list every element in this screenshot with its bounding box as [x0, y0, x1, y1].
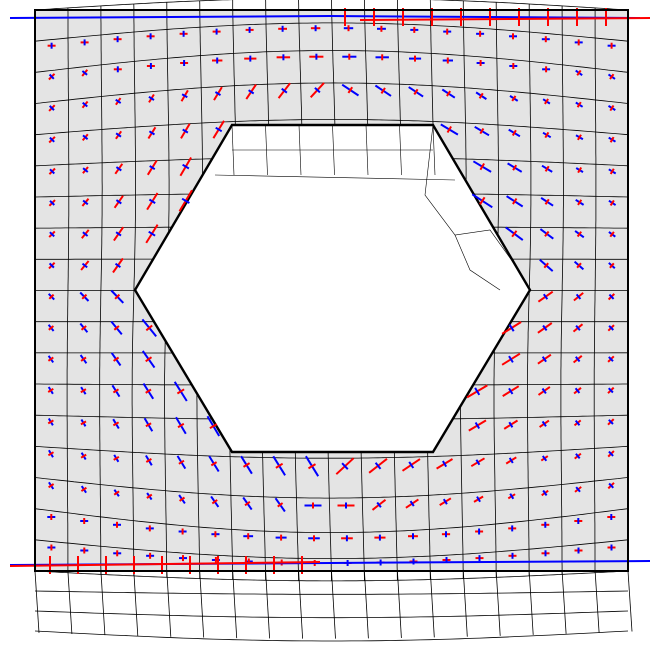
- mesh-line-lower: [167, 571, 171, 637]
- mesh-line-lower: [430, 571, 434, 637]
- mesh-line-lower: [35, 591, 628, 594]
- mesh-line-lower: [35, 571, 39, 633]
- mesh-line-lower: [200, 571, 204, 638]
- mesh-line-lower: [101, 571, 105, 635]
- mesh-line-lower: [134, 571, 138, 636]
- mesh-line-lower: [233, 571, 237, 638]
- mesh-line-lower: [35, 611, 628, 618]
- mesh-line-lower: [35, 631, 628, 641]
- mesh-line-lower: [496, 571, 500, 636]
- mesh-line-lower: [299, 571, 303, 639]
- mesh-line-lower: [266, 571, 270, 638]
- mesh-line-lower: [628, 571, 632, 632]
- mesh-line-lower: [595, 571, 599, 633]
- mesh-line-lower: [463, 571, 467, 637]
- mesh-line-lower: [562, 571, 566, 634]
- mesh-line-lower: [529, 571, 533, 635]
- mesh-line-lower: [397, 571, 401, 638]
- mesh-line-lower: [364, 571, 368, 638]
- mesh-line-lower: [68, 571, 72, 634]
